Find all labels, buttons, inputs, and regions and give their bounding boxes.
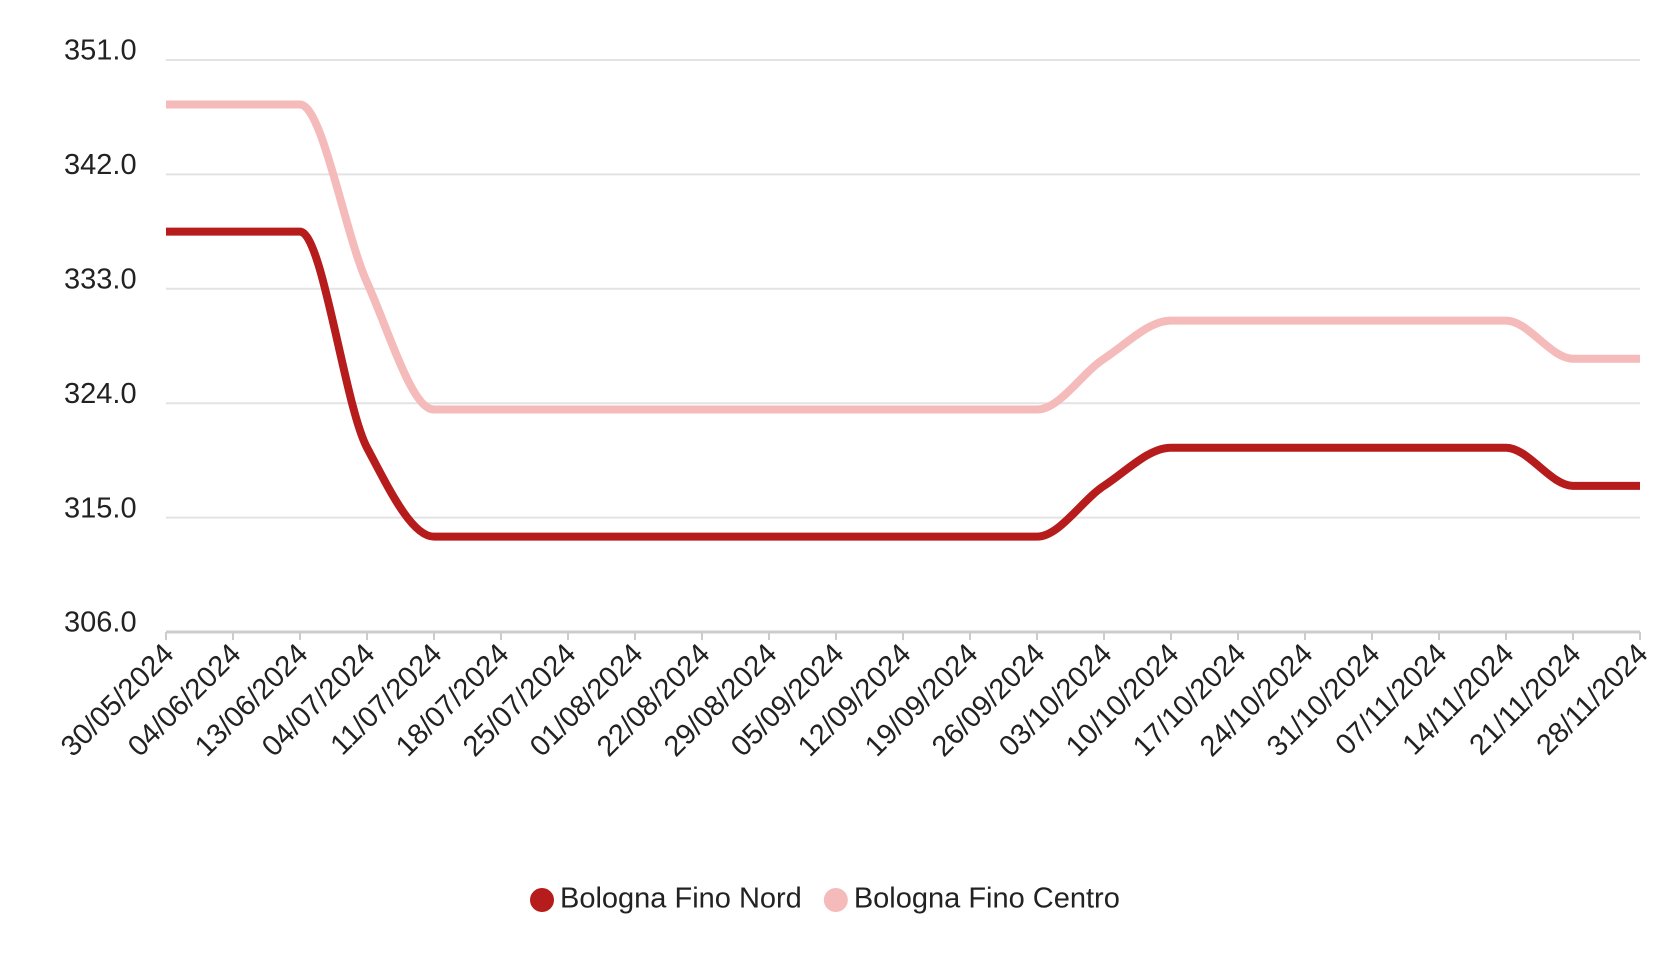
y-tick-label: 306.0 bbox=[64, 607, 137, 639]
legend-label: Bologna Fino Centro bbox=[854, 883, 1120, 915]
y-tick-label: 342.0 bbox=[64, 149, 137, 181]
legend-marker bbox=[530, 888, 554, 912]
y-tick-label: 315.0 bbox=[64, 492, 137, 524]
legend-marker bbox=[823, 888, 848, 912]
series-line bbox=[165, 227, 1640, 541]
y-tick-label: 351.0 bbox=[64, 35, 137, 67]
y-tick-label: 333.0 bbox=[64, 263, 137, 295]
series-line bbox=[165, 100, 1640, 414]
legend-label: Bologna Fino Nord bbox=[560, 883, 802, 915]
y-tick-label: 324.0 bbox=[64, 378, 137, 410]
